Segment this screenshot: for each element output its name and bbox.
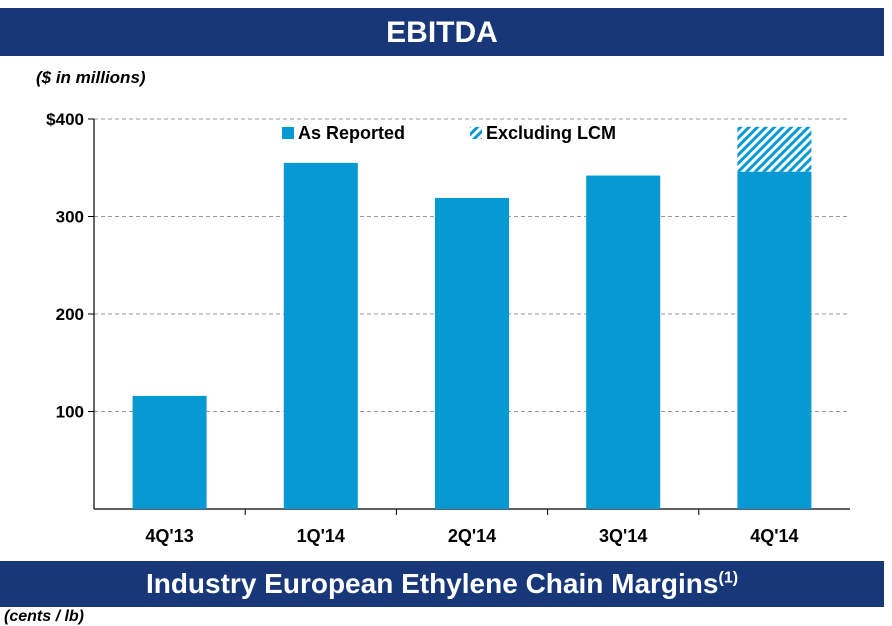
y-tick-label: $400 xyxy=(46,110,84,129)
next-section-title: Industry European Ethylene Chain Margins xyxy=(145,568,719,599)
x-tick-label: 3Q'14 xyxy=(599,526,647,546)
bar-excluding-lcm xyxy=(737,126,812,172)
legend-swatch-solid xyxy=(282,127,294,139)
x-tick-label: 1Q'14 xyxy=(297,526,345,546)
chart-title: EBITDA xyxy=(386,16,498,49)
x-tick-label: 2Q'14 xyxy=(448,526,496,546)
legend-label: Excluding LCM xyxy=(486,123,616,143)
units-label-bottom: (cents / lb) xyxy=(4,608,85,625)
bar-as-reported xyxy=(586,175,661,510)
chart-title-banner: EBITDA xyxy=(0,8,884,56)
bar-as-reported xyxy=(737,171,812,509)
legend: As Reported Excluding LCM xyxy=(282,123,616,143)
bar-as-reported xyxy=(132,395,207,509)
y-tick-label: 100 xyxy=(56,403,84,422)
legend-label: As Reported xyxy=(298,123,405,143)
x-tick-label: 4Q'13 xyxy=(145,526,193,546)
units-label: ($ in millions) xyxy=(36,68,146,87)
y-tick-label: 300 xyxy=(56,208,84,227)
bars xyxy=(132,126,812,510)
ebitda-bar-chart: 100 200 300 $400 4Q'13 1Q'14 2Q'14 3Q'14 4Q'14 A… xyxy=(46,110,850,546)
bar-as-reported xyxy=(435,197,509,509)
bar-as-reported xyxy=(283,162,358,509)
x-tick-label: 4Q'14 xyxy=(750,526,798,546)
next-section-banner: Industry European Ethylene Chain Margins… xyxy=(0,561,884,607)
tick-labels: 100 200 300 $400 4Q'13 1Q'14 2Q'14 3Q'14 4Q'14 xyxy=(46,110,798,546)
legend-swatch-hatched xyxy=(470,127,482,139)
y-tick-label: 200 xyxy=(56,305,84,324)
footnote-marker: (1) xyxy=(718,569,739,587)
